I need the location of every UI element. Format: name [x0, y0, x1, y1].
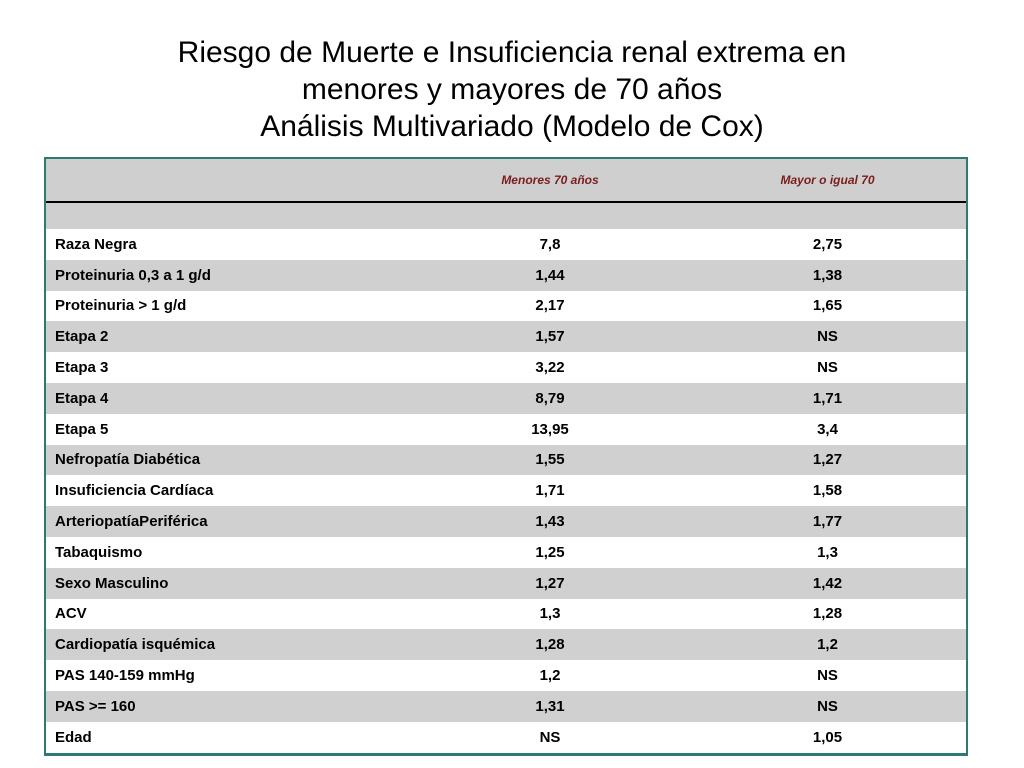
row-label: Insuficiencia Cardíaca [46, 475, 411, 507]
row-value-under-70: NS [411, 721, 689, 753]
row-label: Etapa 2 [46, 321, 411, 353]
row-value-over-70: 2,75 [689, 229, 966, 260]
table-row: Etapa 5 13,95 3,4 [46, 413, 966, 445]
row-value-over-70: 3,4 [689, 413, 966, 445]
row-value-under-70: 1,2 [411, 660, 689, 691]
row-value-under-70: 1,57 [411, 321, 689, 353]
row-label: ACV [46, 598, 411, 630]
row-value-under-70: 1,43 [411, 506, 689, 537]
row-value-under-70: 3,22 [411, 352, 689, 383]
row-value-under-70: 7,8 [411, 229, 689, 260]
table-row: Etapa 2 1,57 NS [46, 321, 966, 353]
table-row: Edad NS 1,05 [46, 721, 966, 753]
row-value-under-70: 8,79 [411, 382, 689, 414]
row-value-under-70: 1,3 [411, 598, 689, 630]
header-variable [46, 159, 411, 203]
row-label: Raza Negra [46, 229, 411, 260]
row-value-over-70: NS [689, 660, 966, 691]
row-label: PAS >= 160 [46, 690, 411, 722]
row-value-over-70: 1,05 [689, 721, 966, 753]
row-value-under-70: 1,31 [411, 690, 689, 722]
table-body: Raza Negra 7,8 2,75 Proteinuria 0,3 a 1 g/d… [46, 202, 966, 753]
cox-results-table: Menores 70 años Mayor o igual 70 Raza Ne… [44, 157, 968, 756]
row-value-over-70: 1,42 [689, 567, 966, 599]
table-row: Insuficiencia Cardíaca 1,71 1,58 [46, 475, 966, 507]
row-value-over-70: 1,38 [689, 259, 966, 291]
table-row: Etapa 3 3,22 NS [46, 352, 966, 383]
header-under-70: Menores 70 años [411, 159, 689, 203]
row-value-over-70: 1,58 [689, 475, 966, 507]
row-value-over-70: 1,2 [689, 629, 966, 661]
table-header-row: Menores 70 años Mayor o igual 70 [46, 159, 966, 203]
row-value-over-70: 1,65 [689, 290, 966, 322]
row-label: Edad [46, 721, 411, 753]
row-value-under-70: 2,17 [411, 290, 689, 322]
table-row: ACV 1,3 1,28 [46, 598, 966, 630]
row-label: Etapa 4 [46, 382, 411, 414]
row-label: Proteinuria 0,3 a 1 g/d [46, 259, 411, 291]
row-label: PAS 140-159 mmHg [46, 660, 411, 691]
row-value-under-70: 1,28 [411, 629, 689, 661]
row-value-over-70: 1,3 [689, 536, 966, 568]
results-table: Menores 70 años Mayor o igual 70 Raza Ne… [46, 159, 966, 753]
row-value-over-70: NS [689, 321, 966, 353]
row-label: Etapa 5 [46, 413, 411, 445]
table-row: ArteriopatíaPeriférica 1,43 1,77 [46, 506, 966, 537]
row-value-under-70: 1,27 [411, 567, 689, 599]
title-line-2: menores y mayores de 70 años [301, 73, 723, 106]
row-value-over-70: 1,27 [689, 444, 966, 476]
table-row: Tabaquismo 1,25 1,3 [46, 536, 966, 568]
table-row: Cardiopatía isquémica 1,28 1,2 [46, 629, 966, 661]
table-row: PAS 140-159 mmHg 1,2 NS [46, 660, 966, 691]
row-value-over-70: 1,77 [689, 506, 966, 537]
table-row: Nefropatía Diabética 1,55 1,27 [46, 444, 966, 476]
row-label: Tabaquismo [46, 536, 411, 568]
row-label: Nefropatía Diabética [46, 444, 411, 476]
row-value-over-70: NS [689, 352, 966, 383]
table-row: Sexo Masculino 1,27 1,42 [46, 567, 966, 599]
table-row: Raza Negra 7,8 2,75 [46, 229, 966, 260]
slide-title: Riesgo de Muerte e Insuficiencia renal e… [0, 34, 1024, 145]
row-label: Cardiopatía isquémica [46, 629, 411, 661]
row-value-under-70: 1,44 [411, 259, 689, 291]
row-value-under-70: 13,95 [411, 413, 689, 445]
row-value-over-70: 1,28 [689, 598, 966, 630]
row-label: Proteinuria > 1 g/d [46, 290, 411, 322]
table-spacer-row [46, 202, 966, 229]
row-label: ArteriopatíaPeriférica [46, 506, 411, 537]
table-row: PAS >= 160 1,31 NS [46, 690, 966, 722]
row-value-under-70: 1,25 [411, 536, 689, 568]
row-label: Sexo Masculino [46, 567, 411, 599]
title-line-1: Riesgo de Muerte e Insuficiencia renal e… [177, 36, 847, 69]
table-row: Proteinuria 0,3 a 1 g/d 1,44 1,38 [46, 259, 966, 291]
row-value-over-70: NS [689, 690, 966, 722]
table-row: Etapa 4 8,79 1,71 [46, 382, 966, 414]
table-row: Proteinuria > 1 g/d 2,17 1,65 [46, 290, 966, 322]
row-value-over-70: 1,71 [689, 382, 966, 414]
header-over-70: Mayor o igual 70 [689, 159, 966, 203]
row-value-under-70: 1,55 [411, 444, 689, 476]
row-value-under-70: 1,71 [411, 475, 689, 507]
title-line-3: Análisis Multivariado (Modelo de Cox) [260, 110, 764, 143]
row-label: Etapa 3 [46, 352, 411, 383]
